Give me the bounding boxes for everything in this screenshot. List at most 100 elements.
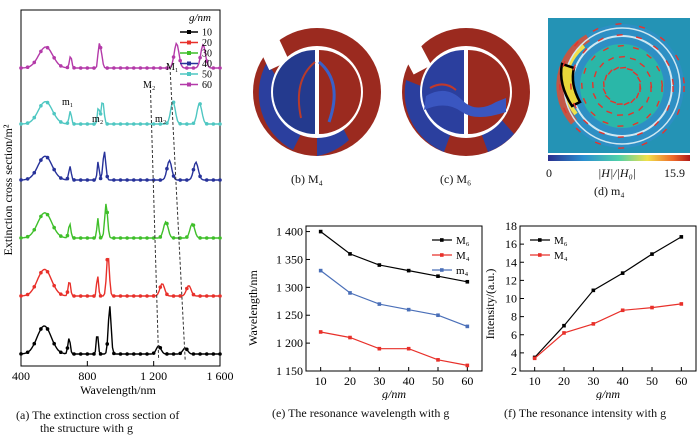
xlabel-a: Wavelength/nm (80, 383, 156, 397)
spectrum-marker (105, 66, 110, 70)
spectrum-marker (65, 290, 70, 294)
y-tick-label: 4 (511, 346, 517, 360)
spectrum-marker (145, 352, 149, 356)
field-arrow (602, 88, 607, 95)
spectrum-marker (185, 178, 189, 182)
spectrum-marker (191, 352, 196, 356)
spectrum-marker (85, 178, 90, 182)
spectrum-marker (158, 66, 163, 70)
data-point (377, 263, 382, 267)
legend-label: M₄ (456, 250, 470, 262)
spectrum-marker (65, 346, 70, 350)
data-point (348, 291, 352, 295)
spectrum-marker (78, 122, 83, 126)
spectrum-marker (131, 178, 136, 182)
field-arrow (656, 100, 660, 107)
x-tick-label: 40 (617, 374, 629, 388)
spectrum-marker (178, 178, 182, 182)
spectrum-marker (98, 176, 103, 181)
field-arrow (626, 68, 633, 72)
field-arrow (597, 103, 604, 109)
spectrum-marker (198, 102, 202, 106)
spectrum-marker (98, 45, 103, 50)
spectrum-marker (198, 352, 202, 356)
panel-d: 0 |H|/|H₀| 15.9 (d) m₄ (546, 18, 698, 208)
ylabel-e: Wavelength/nm (246, 269, 260, 345)
xlabel-f: g/nm (596, 387, 620, 400)
spectrum-marker (19, 178, 23, 182)
field-arrow (628, 111, 635, 116)
field-arrow (646, 113, 652, 119)
series-line-M₆ (320, 231, 468, 283)
spectrum-marker (25, 234, 30, 239)
annotation-M1: M₁ (166, 62, 178, 73)
spectrum-marker (145, 178, 149, 182)
spectrum-marker (112, 122, 116, 126)
spectrum-marker (185, 286, 189, 291)
y-tick-label: 14 (505, 255, 517, 269)
legend-marker (538, 253, 542, 257)
spectrum-marker (59, 176, 63, 180)
field-arrow (594, 141, 602, 145)
spectrum-marker (185, 235, 189, 239)
field-arrow (606, 110, 613, 114)
field-arrow (582, 97, 587, 104)
y-tick-label: 1 350 (276, 252, 303, 266)
spectrum-marker (45, 155, 50, 160)
legend-marker (440, 238, 444, 242)
data-point (591, 322, 596, 326)
x-tick-label: 50 (646, 374, 658, 388)
legend-marker (440, 268, 444, 272)
spectrum-marker (112, 66, 116, 70)
field-arrow (636, 76, 642, 83)
x-tick-label: 20 (344, 374, 356, 388)
x-tick-label: 30 (373, 374, 385, 388)
spectrum-marker (19, 66, 23, 70)
field-vector-arrows (559, 23, 685, 149)
spectrum-marker (59, 120, 63, 124)
spectrum-marker (198, 236, 202, 240)
spectrum-marker (32, 341, 37, 346)
x-tick-label: 60 (461, 374, 473, 388)
x-tick-label: 50 (432, 374, 444, 388)
spectrum-marker (25, 350, 30, 355)
spectrum-marker (59, 350, 63, 355)
spectrum-marker (72, 122, 76, 126)
spectrum-marker (151, 351, 156, 355)
field-arrow (671, 78, 675, 85)
spectrum-marker (204, 59, 209, 63)
legend-e: M₆ M₄ m₄ (432, 235, 470, 277)
spectrum-marker (52, 225, 56, 230)
field-arrow (665, 60, 670, 67)
spectrum-marker (85, 352, 90, 356)
spectrum-marker (59, 64, 63, 68)
y-tick-label: 6 (511, 328, 517, 342)
spectrum-marker (158, 345, 163, 350)
legend-title-a: g/nm (189, 12, 211, 24)
spectrum-marker (138, 352, 143, 356)
caption-a-line1: (a) The extinction cross section of (16, 408, 180, 422)
x-tick-label: 60 (675, 374, 687, 388)
resonance-guide-lines (149, 71, 186, 361)
legend-marker (440, 253, 444, 257)
spectrum-marker (138, 294, 143, 298)
y-tick-label: 1 400 (276, 225, 303, 239)
spectrum-marker (131, 352, 136, 356)
spectrum-marker (39, 158, 43, 162)
field-arrow (676, 108, 681, 116)
spectrum-marker (125, 294, 129, 298)
legend-label-10: 10 (202, 28, 212, 39)
spectrum-marker (118, 236, 123, 240)
spectrum-marker (171, 352, 176, 356)
spectrum-marker (218, 66, 222, 70)
spectrum-marker (65, 176, 70, 181)
legend-marker-40 (187, 61, 191, 66)
spectrum-marker (191, 121, 196, 126)
annotation-m1: m₁ (62, 97, 73, 108)
spectrum-marker (198, 294, 202, 298)
data-point (377, 302, 382, 306)
spectrum-marker (125, 236, 129, 240)
spectrum-marker (138, 122, 143, 126)
spectrum-marker (105, 342, 110, 346)
y-tick-label: 10 (505, 292, 517, 306)
